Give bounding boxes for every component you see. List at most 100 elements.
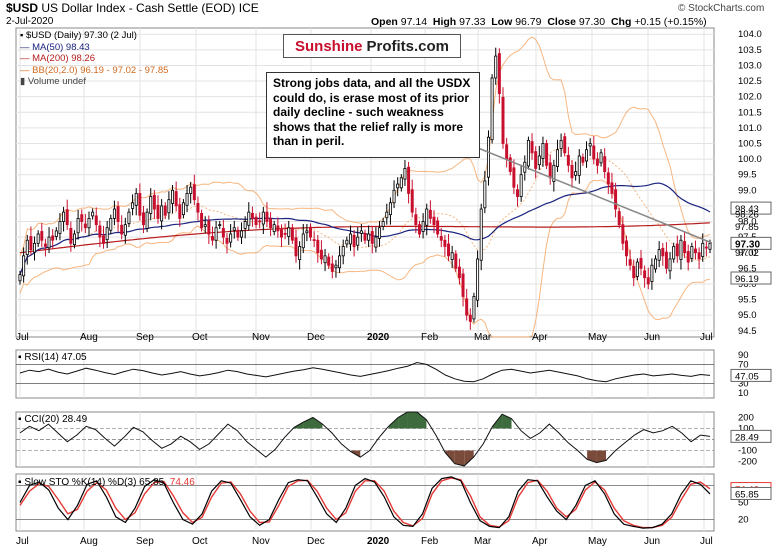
- x-tick-label: Nov: [252, 536, 270, 547]
- candle: [203, 216, 207, 234]
- candle: [47, 227, 51, 254]
- candle-body: [490, 77, 494, 141]
- candle: [610, 172, 614, 199]
- candle-body: [276, 225, 280, 232]
- y-tick-label: 97.0: [738, 248, 757, 259]
- candle: [661, 243, 665, 266]
- cci-oversold-fill: [587, 450, 597, 463]
- credit: © StockCharts.com: [678, 3, 765, 14]
- candle-body: [530, 141, 534, 154]
- candle: [76, 209, 80, 240]
- candle: [606, 167, 610, 195]
- candle: [185, 184, 189, 213]
- cci-overbought-fill: [398, 412, 408, 429]
- legend-ma200: — MA(200) 98.26: [20, 53, 95, 64]
- candle: [646, 267, 650, 290]
- close-label: Close: [547, 16, 576, 28]
- candle-body: [69, 227, 73, 244]
- candle-body: [574, 171, 578, 176]
- candle-body: [479, 208, 483, 261]
- price-value-label-box: [730, 236, 772, 250]
- candle-body: [338, 255, 342, 269]
- price-value-label-box: [730, 271, 772, 285]
- candle: [675, 235, 679, 263]
- candle-body: [417, 224, 421, 235]
- candle: [145, 208, 149, 233]
- candle-body: [221, 227, 225, 238]
- candle: [33, 236, 37, 261]
- candle-body: [348, 233, 352, 245]
- candle: [559, 133, 563, 157]
- candle-body: [181, 202, 185, 216]
- candle-body: [399, 177, 403, 189]
- sto-tick-label: 50: [738, 498, 749, 509]
- candle-body: [105, 227, 109, 241]
- candle-body: [624, 240, 628, 257]
- candle: [483, 170, 487, 214]
- open-label: Open: [371, 16, 398, 28]
- candle-body: [127, 211, 131, 224]
- symbol: $USD: [6, 1, 39, 15]
- candle-body: [407, 166, 411, 194]
- candle: [51, 229, 55, 249]
- x-tick-label: Dec: [307, 332, 325, 343]
- candle: [309, 223, 313, 241]
- y-tick-label: 94.5: [738, 326, 757, 337]
- candle: [643, 265, 647, 288]
- candle: [545, 139, 549, 170]
- candle-body: [367, 233, 371, 241]
- candle: [603, 148, 607, 179]
- candle: [105, 220, 109, 249]
- cci-value-box: [730, 429, 772, 443]
- candle: [160, 199, 164, 230]
- candle: [254, 213, 258, 229]
- candle: [577, 149, 581, 184]
- candle: [116, 201, 120, 232]
- rsi-tick-label: 90: [738, 350, 749, 361]
- sto-d-value-label: 65.85: [730, 486, 772, 500]
- candle: [428, 200, 432, 224]
- candle-body: [632, 266, 636, 279]
- legend-ma50-text: MA(50) 98.43: [32, 41, 90, 53]
- candle-body: [62, 211, 66, 222]
- candle-body: [548, 162, 552, 179]
- candle-body: [588, 143, 592, 147]
- sto-d-line: [19, 477, 711, 529]
- candle-body: [116, 206, 120, 222]
- candle-body: [425, 208, 429, 226]
- candle-body: [319, 249, 323, 260]
- candle: [654, 255, 658, 273]
- candle-body: [697, 252, 701, 260]
- candle: [236, 226, 240, 241]
- candle: [563, 132, 567, 157]
- candle: [595, 152, 599, 174]
- candle-body: [450, 252, 454, 260]
- x-tick-label: 2020: [367, 536, 390, 547]
- candle-body: [174, 191, 178, 207]
- candle-body: [261, 211, 265, 225]
- rsi-value-text: 47.05: [735, 371, 759, 382]
- candle-body: [207, 220, 211, 235]
- candle: [102, 225, 106, 249]
- cci-tick-label: 200: [738, 413, 754, 424]
- candle: [388, 197, 392, 225]
- y-tick-label: 101.0: [738, 123, 762, 134]
- candle: [138, 183, 142, 221]
- candle-body: [526, 139, 530, 167]
- candle: [374, 227, 378, 253]
- candle: [112, 200, 116, 226]
- candle: [697, 247, 701, 269]
- x-tick-label: May: [588, 332, 607, 343]
- candle: [381, 217, 385, 231]
- candle: [287, 220, 291, 245]
- candle-body: [312, 239, 316, 242]
- x-tick-label: May: [588, 536, 607, 547]
- candle: [468, 308, 472, 330]
- candle: [537, 145, 541, 171]
- candle: [686, 244, 690, 271]
- legend-bb: — BB(20,2.0) 96.19 - 97.02 - 97.85: [20, 64, 169, 76]
- candle: [18, 270, 22, 285]
- candle: [338, 245, 342, 274]
- candle-body: [247, 211, 251, 226]
- candle: [530, 133, 534, 160]
